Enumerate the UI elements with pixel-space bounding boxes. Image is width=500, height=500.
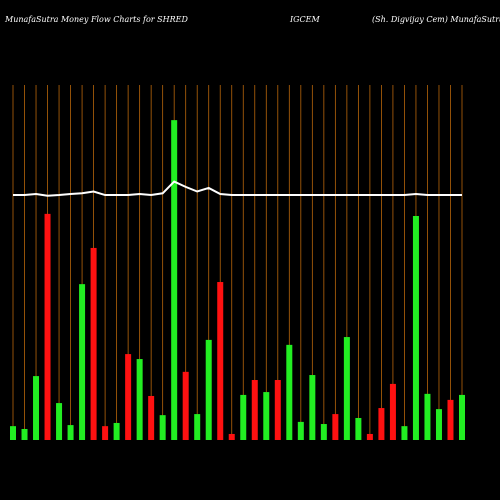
bar (148, 395, 155, 440)
bar (228, 433, 235, 440)
bar (389, 383, 396, 440)
bar (286, 344, 293, 440)
bar (320, 424, 327, 440)
chart-title: MunafaSutra Money Flow Charts for SHRED (4, 15, 188, 24)
bar (194, 414, 201, 440)
bar (332, 414, 339, 440)
bar (10, 426, 16, 440)
bar (171, 120, 178, 441)
bar (205, 339, 212, 440)
bar (44, 213, 51, 440)
bar (309, 375, 316, 440)
bar (33, 376, 40, 440)
bar (251, 380, 258, 440)
bar (459, 394, 465, 440)
bar (159, 415, 166, 440)
bar (56, 403, 63, 440)
bar (102, 426, 109, 440)
bar (435, 409, 442, 440)
bar (136, 359, 143, 440)
bar (447, 399, 454, 440)
bar (125, 354, 132, 440)
bar (424, 393, 431, 440)
bar (67, 425, 74, 440)
bar (297, 421, 304, 440)
company: (Sh. Digvijay Cem) MunafaSutra.com (372, 15, 500, 24)
bar (217, 282, 224, 440)
bar (401, 426, 408, 440)
bar (366, 433, 373, 440)
bar (378, 408, 385, 440)
bar (240, 394, 247, 440)
bar (113, 422, 120, 440)
bar (274, 380, 281, 440)
bar (263, 392, 270, 440)
bar (182, 371, 189, 440)
bar (79, 284, 86, 440)
ticker: IGCEM (289, 15, 321, 24)
bar (90, 247, 97, 440)
bar (355, 417, 362, 440)
bar (21, 428, 28, 440)
bar (343, 337, 350, 440)
bar (412, 215, 419, 440)
money-flow-line (13, 180, 462, 197)
